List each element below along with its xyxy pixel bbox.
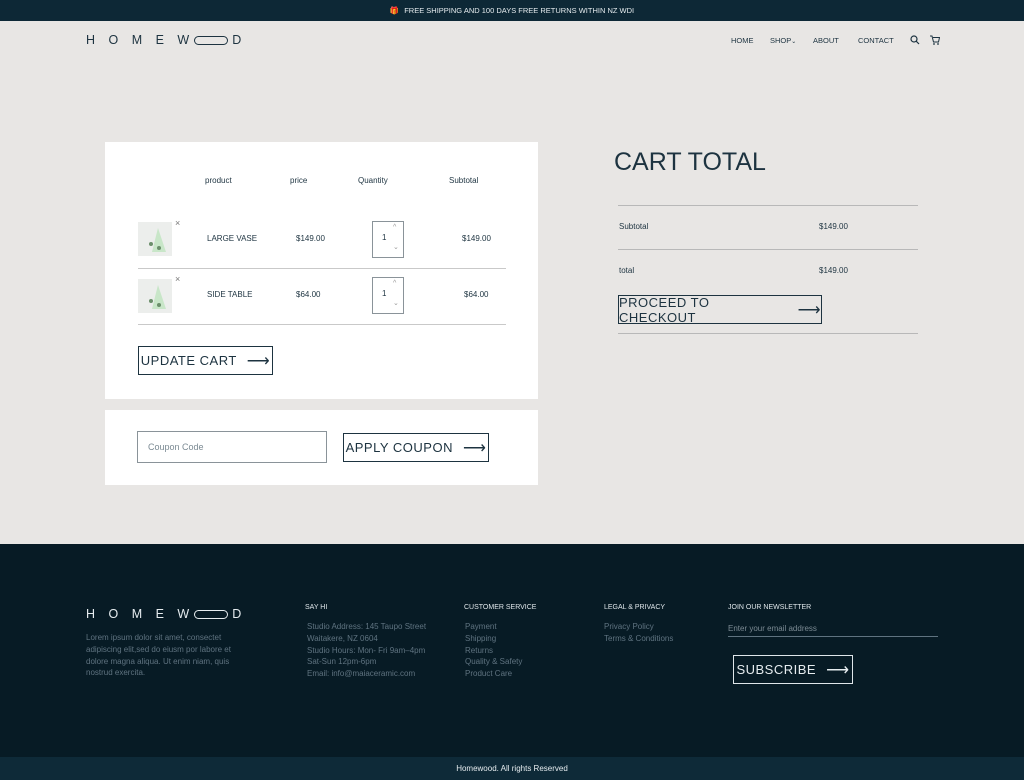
divider <box>618 205 918 206</box>
nav-home[interactable]: HOME <box>731 36 754 45</box>
link-shipping[interactable]: Shipping <box>465 633 497 643</box>
remove-item-icon[interactable]: × <box>175 218 181 228</box>
col-price: price <box>290 176 308 185</box>
footer <box>0 544 1024 757</box>
divider <box>618 249 918 250</box>
address-line: Studio Address: 145 Taupo Street <box>307 622 427 631</box>
cart-total-title: CART TOTAL <box>614 148 766 176</box>
proceed-to-checkout-button[interactable]: PROCEED TO CHECKOUT ⟶ <box>618 294 822 325</box>
quantity-stepper[interactable]: 1 ^ ⌄ <box>372 221 404 258</box>
item-price: $149.00 <box>296 234 325 243</box>
apply-coupon-label: APPLY COUPON <box>345 440 453 455</box>
remove-item-icon[interactable]: × <box>175 274 181 284</box>
address-line: Waitakere, NZ 0604 <box>307 633 378 643</box>
search-icon[interactable] <box>910 35 920 45</box>
update-cart-label: UPDATE CART <box>140 353 237 368</box>
nav-shop[interactable]: SHOP⌄ <box>770 36 796 45</box>
subtotal-value: $149.00 <box>819 222 848 231</box>
col-quantity: Quantity <box>358 176 388 185</box>
product-thumbnail[interactable] <box>138 279 172 313</box>
link-payment[interactable]: Payment <box>465 622 497 631</box>
quantity-value: 1 <box>382 233 387 242</box>
col-subtotal: Subtotal <box>449 176 479 185</box>
link-terms[interactable]: Terms & Conditions <box>604 633 674 643</box>
cart-icon[interactable] <box>930 35 940 45</box>
newsletter-heading: JOIN OUR NEWSLETTER <box>728 604 812 611</box>
coupon-input[interactable] <box>137 431 327 463</box>
item-price: $64.00 <box>296 290 321 299</box>
link-returns[interactable]: Returns <box>465 645 494 655</box>
link-privacy-policy[interactable]: Privacy Policy <box>604 622 654 631</box>
total-label: total <box>619 266 635 275</box>
newsletter-email-input[interactable] <box>728 620 938 637</box>
hours-line: Studio Hours: Mon- Fri 9am–4pm <box>307 645 426 655</box>
chevron-down-icon[interactable]: ⌄ <box>393 244 399 251</box>
copyright-text: Homewood. All rights Reserved <box>456 764 568 773</box>
cart-table <box>105 142 538 399</box>
say-hi-list: Studio Address: 145 Taupo Street Waitake… <box>307 621 426 680</box>
subtotal-label: Subtotal <box>619 222 649 231</box>
quantity-value: 1 <box>382 289 387 298</box>
divider <box>138 268 506 269</box>
chevron-up-icon[interactable]: ^ <box>393 224 397 231</box>
nav-about[interactable]: ABOUT <box>813 36 839 45</box>
arrow-right-icon: ⟶ <box>462 439 487 457</box>
subscribe-button[interactable]: SUBSCRIBE ⟶ <box>733 655 853 684</box>
subscribe-label: SUBSCRIBE <box>736 662 817 677</box>
link-product-care[interactable]: Product Care <box>465 669 513 679</box>
gift-icon: 🎁 <box>389 6 400 15</box>
announcement-bar: 🎁 FREE SHIPPING AND 100 DAYS FREE RETURN… <box>0 0 1024 21</box>
quantity-stepper[interactable]: 1 ^ ⌄ <box>372 277 404 314</box>
copyright-bar: Homewood. All rights Reserved <box>0 757 1024 780</box>
email-line[interactable]: Email: info@maiaceramic.com <box>307 669 416 679</box>
arrow-right-icon: ⟶ <box>246 352 271 370</box>
hours-line: Sat-Sun 12pm-6pm <box>307 657 377 667</box>
customer-service-heading: CUSTOMER SERVICE <box>464 604 537 611</box>
product-thumbnail[interactable] <box>138 222 172 256</box>
link-quality-safety[interactable]: Quality & Safety <box>465 657 523 667</box>
col-product: product <box>205 176 232 185</box>
legal-heading: LEGAL & PRIVACY <box>604 604 666 611</box>
chevron-down-icon: ⌄ <box>791 39 797 45</box>
divider <box>138 324 506 325</box>
arrow-right-icon: ⟶ <box>797 301 821 319</box>
nav-contact[interactable]: CONTACT <box>858 36 894 45</box>
say-hi-heading: SAY HI <box>305 604 328 611</box>
apply-coupon-button[interactable]: APPLY COUPON ⟶ <box>343 433 489 462</box>
checkout-label: PROCEED TO CHECKOUT <box>619 294 710 325</box>
chevron-up-icon[interactable]: ^ <box>393 280 397 287</box>
footer-about: Lorem ipsum dolor sit amet, consectet ad… <box>86 633 231 678</box>
divider <box>618 333 918 334</box>
legal-links: Privacy Policy Terms & Conditions <box>604 621 673 645</box>
item-name[interactable]: LARGE VASE <box>207 234 258 243</box>
chevron-down-icon[interactable]: ⌄ <box>393 300 399 307</box>
item-name[interactable]: SIDE TABLE <box>207 290 253 299</box>
total-value: $149.00 <box>819 266 848 275</box>
announcement-text: FREE SHIPPING AND 100 DAYS FREE RETURNS … <box>404 6 635 15</box>
item-subtotal: $64.00 <box>464 290 489 299</box>
item-subtotal: $149.00 <box>462 234 491 243</box>
nav-shop-label: SHOP <box>770 36 792 45</box>
update-cart-button[interactable]: UPDATE CART ⟶ <box>138 346 273 375</box>
arrow-right-icon: ⟶ <box>826 661 850 679</box>
customer-service-links: Payment Shipping Returns Quality & Safet… <box>465 621 522 680</box>
